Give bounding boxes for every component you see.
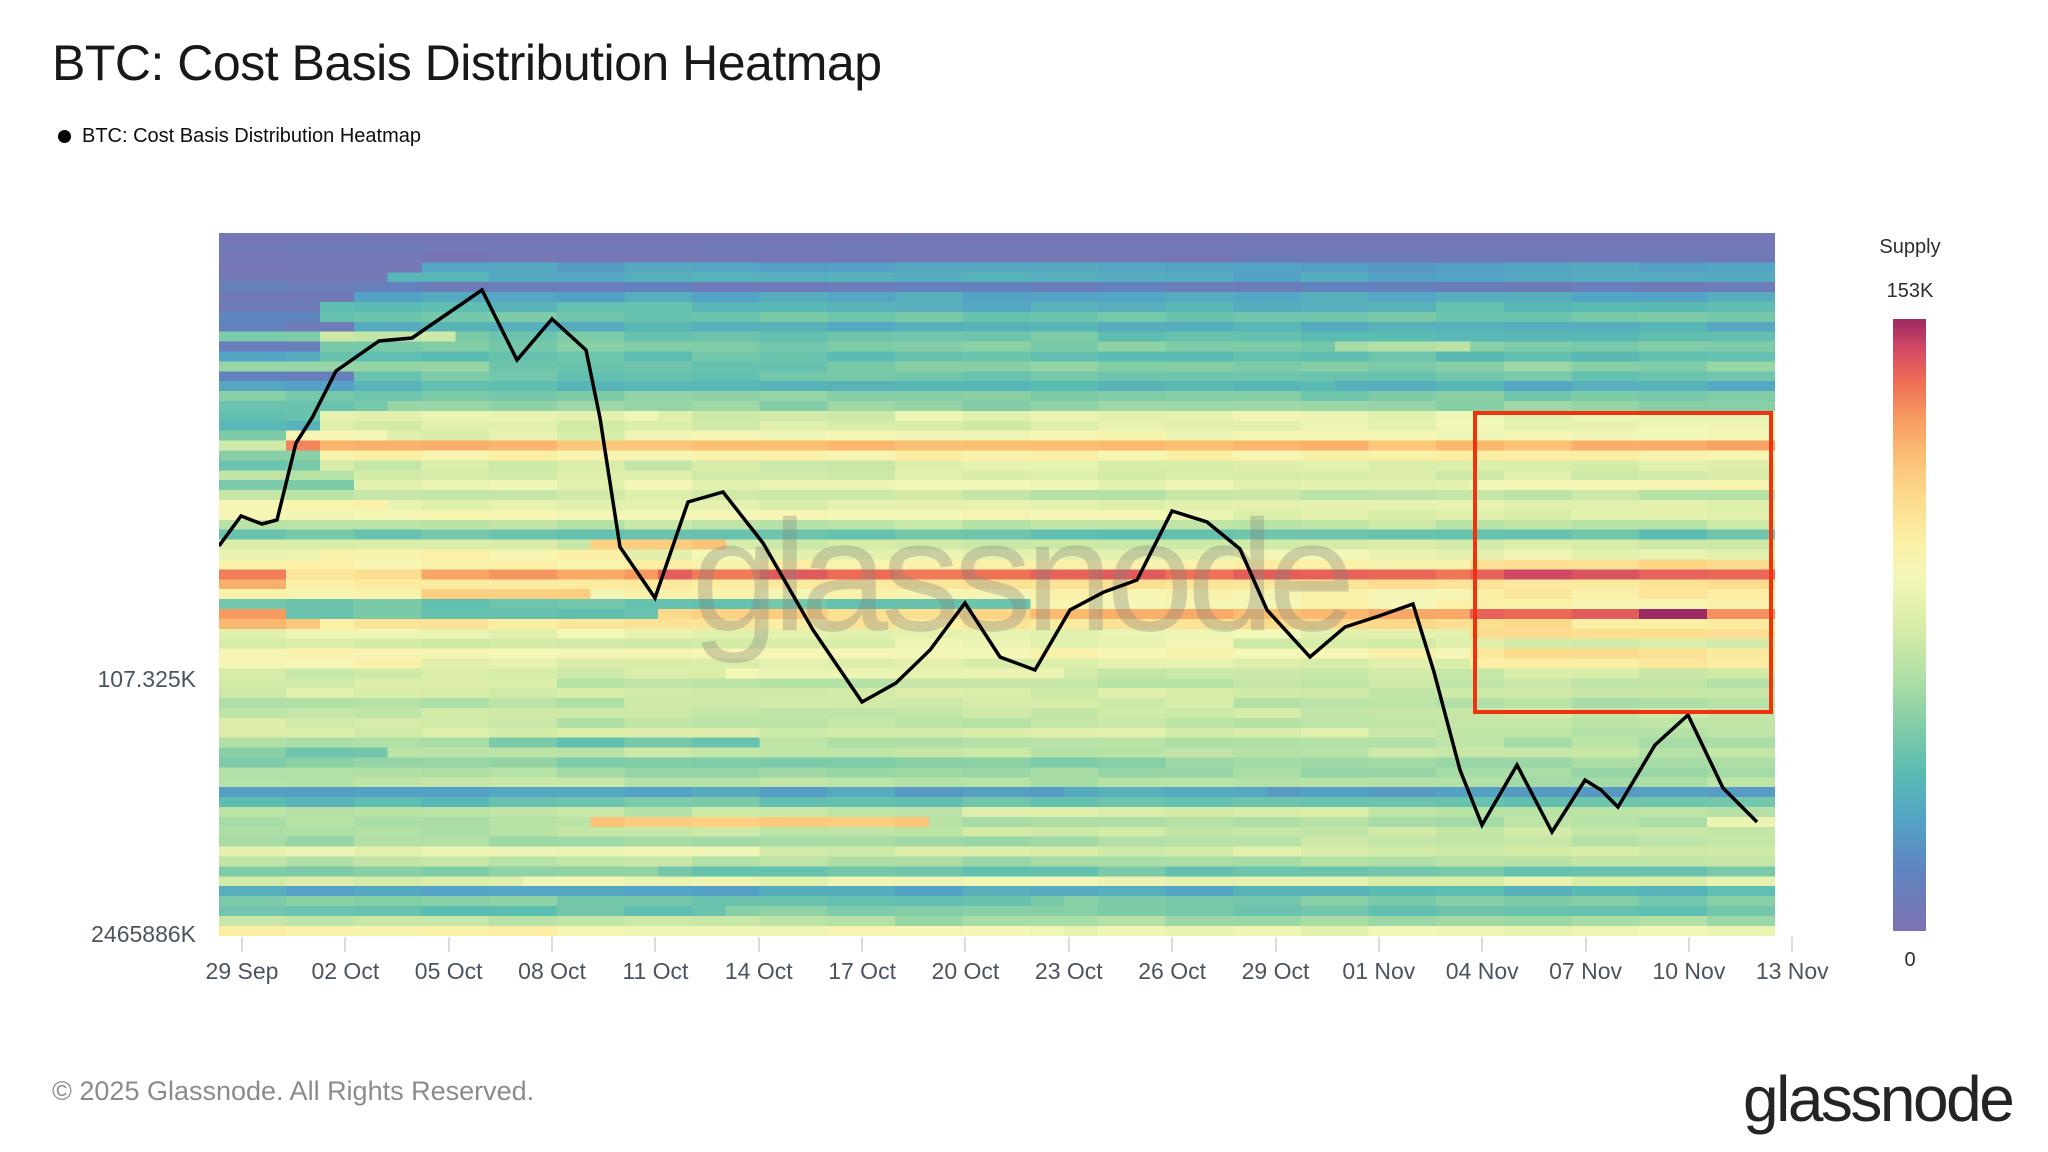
- x-axis-tick: [1791, 937, 1794, 952]
- x-axis-tick: [1687, 937, 1690, 952]
- x-axis-tick: [551, 937, 554, 952]
- x-tick-label: 13 Nov: [1755, 958, 1829, 984]
- colorbar-gradient: [1893, 319, 1926, 931]
- x-axis-tick: [1171, 937, 1174, 952]
- x-tick-label: 08 Oct: [518, 958, 586, 984]
- x-axis-tick: [344, 937, 347, 952]
- highlight-rectangle: [1473, 411, 1773, 714]
- x-tick-label: 26 Oct: [1138, 958, 1207, 984]
- colorbar-max-label: 153K: [1886, 280, 1934, 302]
- x-tick-label: 29 Sep: [205, 958, 279, 984]
- colorbar-title: Supply: [1879, 236, 1941, 258]
- x-axis-tick: [1481, 937, 1484, 952]
- x-tick-label: 14 Oct: [724, 958, 793, 984]
- legend[interactable]: BTC: Cost Basis Distribution Heatmap: [58, 125, 421, 148]
- glassnode-logo: glassnode: [1743, 1063, 2015, 1135]
- x-tick-label: 11 Oct: [622, 958, 689, 984]
- x-tick-label: 20 Oct: [931, 958, 1000, 984]
- legend-dot-icon: [58, 130, 71, 143]
- x-tick-label: 05 Oct: [414, 958, 483, 984]
- page-title: BTC: Cost Basis Distribution Heatmap: [52, 35, 882, 91]
- x-axis-tick: [1067, 937, 1070, 952]
- copyright-text: © 2025 Glassnode. All Rights Reserved.: [52, 1076, 535, 1106]
- price-line: [219, 287, 1759, 836]
- y-axis-label-upper: 107.325K: [97, 666, 196, 692]
- x-axis-tick: [861, 937, 864, 952]
- x-axis-tick: [1274, 937, 1277, 952]
- x-tick-label: 10 Nov: [1652, 958, 1726, 984]
- colorbar-min-label: 0: [1904, 949, 1916, 971]
- x-tick-label: 02 Oct: [311, 958, 380, 984]
- x-axis-tick: [654, 937, 657, 952]
- x-axis-tick: [447, 937, 450, 952]
- x-tick-label: 23 Oct: [1034, 958, 1103, 984]
- x-axis-tick: [1377, 937, 1380, 952]
- x-tick-label: 29 Oct: [1241, 958, 1310, 984]
- y-axis-label-lower: 2465886K: [91, 921, 196, 947]
- x-tick-label: 01 Nov: [1342, 958, 1416, 984]
- x-tick-label: 04 Nov: [1445, 958, 1519, 984]
- x-tick-label: 07 Nov: [1549, 958, 1622, 984]
- heatmap-plot-area[interactable]: [219, 233, 1775, 936]
- x-tick-label: 17 Oct: [828, 958, 896, 984]
- x-axis-tick: [757, 937, 760, 952]
- x-axis-tick: [1584, 937, 1587, 952]
- x-axis-tick: [964, 937, 967, 952]
- legend-label: BTC: Cost Basis Distribution Heatmap: [82, 125, 422, 147]
- x-axis-tick: [241, 937, 243, 952]
